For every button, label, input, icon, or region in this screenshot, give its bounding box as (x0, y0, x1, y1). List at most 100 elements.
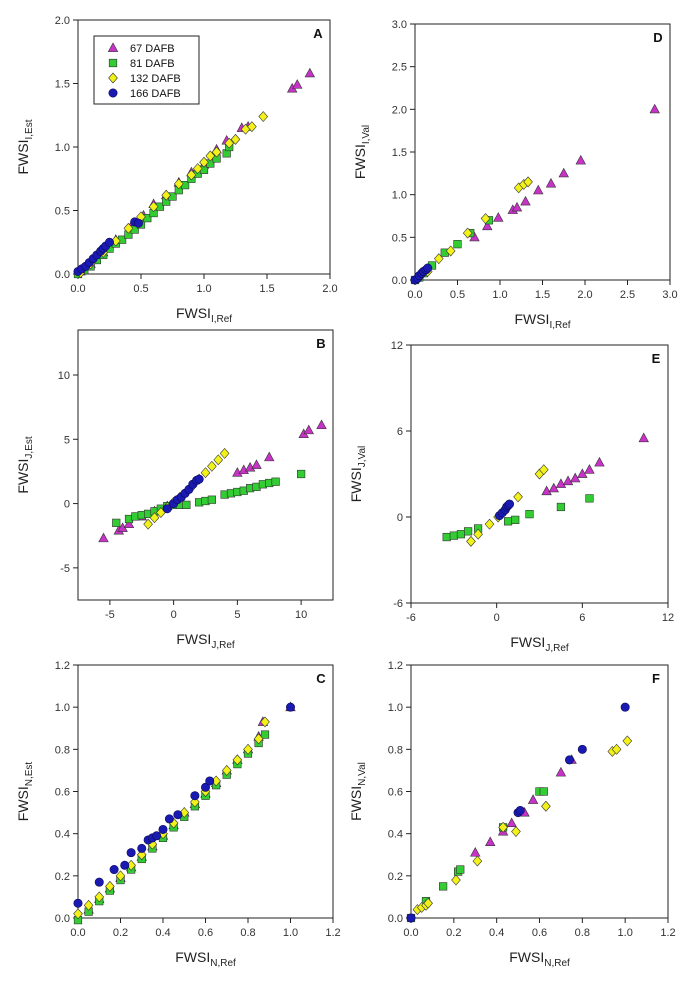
y-axis-label-main: FWSI (15, 140, 31, 175)
y-axis-label-sub: I,Est (24, 119, 35, 139)
data-point (451, 874, 461, 886)
y-tick-label: 6 (397, 426, 403, 438)
y-tick-label: 0.4 (55, 829, 70, 841)
data-point (105, 237, 115, 247)
panel-letter: C (316, 671, 326, 686)
x-tick-label: 0.2 (113, 927, 128, 939)
legend-label: 166 DAFB (130, 88, 181, 100)
legend-marker (107, 42, 119, 52)
data-point (453, 240, 462, 249)
panel-letter: A (313, 26, 323, 41)
series-166-dafb (495, 499, 515, 521)
x-axis-label-sub: J,Ref (211, 640, 235, 651)
series-81-dafb (112, 469, 306, 527)
data-point (94, 891, 105, 903)
y-tick-label: 0.6 (55, 787, 70, 799)
data-point (445, 245, 456, 257)
data-point (152, 831, 162, 841)
data-point (622, 735, 633, 747)
data-point (221, 764, 232, 776)
data-point (126, 848, 136, 858)
x-tick-label: 1.2 (660, 927, 675, 939)
data-point (162, 504, 172, 514)
data-point (94, 877, 104, 887)
legend-label: 132 DAFB (130, 73, 181, 85)
data-point (473, 528, 483, 540)
y-tick-label: 1.5 (55, 79, 70, 91)
data-point (174, 178, 184, 190)
data-point (186, 169, 197, 181)
x-axis-label-main: FWSI (175, 949, 210, 965)
x-tick-label: 0.0 (407, 289, 422, 301)
data-point (611, 743, 622, 755)
data-point (545, 177, 557, 188)
y-tick-label: 0.0 (392, 275, 407, 287)
x-tick-label: 1.2 (325, 927, 340, 939)
data-point (260, 730, 270, 739)
y-tick-label: 0.0 (55, 913, 70, 925)
plot-frame (414, 23, 671, 281)
y-axis-label-main: FWSI (352, 144, 368, 179)
x-axis-label: FWSIJ,Ref (176, 631, 235, 651)
x-tick-label: 0 (171, 609, 177, 621)
x-tick-label: 0.8 (240, 927, 255, 939)
data-point (260, 716, 270, 728)
y-axis-label-sub: N,Val (357, 762, 368, 786)
x-tick-label: 0.0 (70, 283, 85, 295)
y-tick-label: 2.5 (392, 62, 407, 74)
y-axis-label-sub: J,Val (357, 446, 368, 468)
data-point (73, 898, 83, 908)
data-point (182, 500, 191, 509)
data-point (515, 805, 525, 815)
series-132-dafb (414, 176, 533, 283)
data-point (505, 499, 515, 509)
data-point (173, 810, 183, 820)
y-tick-label: 2.0 (55, 15, 70, 27)
data-point (585, 494, 594, 503)
y-tick-label: 12 (391, 340, 403, 352)
x-tick-label: 5 (234, 609, 240, 621)
data-point (484, 518, 495, 530)
data-point (149, 512, 160, 524)
data-point (511, 826, 521, 838)
data-point (482, 220, 493, 231)
data-point (137, 843, 147, 853)
panel-letter: D (653, 30, 662, 45)
data-point (562, 475, 574, 486)
y-tick-label: -6 (393, 598, 403, 610)
y-tick-label: 0.5 (392, 232, 407, 244)
panel-d: 0.0 0.5 1.0 1.5 2.0 2.5 3.0 0.0 0.5 1.0 1.5 2.0 2.5 3… (352, 19, 678, 331)
y-axis-label: FWSII,Est (15, 119, 35, 174)
data-point (219, 447, 230, 459)
panel-c: 0.0 0.2 0.4 0.6 0.8 1.0 1.2 0.0 0.2 0.4 0.6 0.8 1.0 1… (15, 660, 341, 969)
x-tick-label: -5 (105, 609, 115, 621)
data-point (123, 518, 135, 529)
data-point (192, 163, 203, 175)
y-tick-label: 0.8 (55, 744, 70, 756)
x-tick-label: 0 (494, 612, 500, 624)
x-axis-label-sub: N,Ref (210, 958, 236, 969)
data-point (264, 451, 275, 462)
data-point (555, 766, 567, 777)
x-axis-label-sub: I,Ref (549, 320, 570, 331)
data-point (527, 794, 539, 804)
series-67-dafb (469, 103, 660, 242)
data-point (247, 121, 257, 133)
x-tick-label: 0.8 (575, 927, 590, 939)
x-tick-label: 2.0 (577, 289, 592, 301)
y-tick-label: 0.2 (388, 871, 403, 883)
x-tick-label: 0.6 (532, 927, 547, 939)
series-166-dafb (410, 263, 433, 285)
x-tick-label: 1.0 (618, 927, 633, 939)
y-tick-label: -5 (60, 563, 70, 575)
x-tick-label: 1.5 (535, 289, 550, 301)
x-tick-label: 2.0 (322, 283, 337, 295)
data-point (224, 137, 234, 149)
data-point (503, 517, 513, 526)
data-point (513, 491, 523, 503)
legend-marker (108, 58, 118, 68)
y-axis-label: FWSIJ,Est (15, 436, 35, 493)
y-axis-label-sub: I,Val (361, 125, 372, 144)
data-point (251, 459, 262, 469)
data-point (143, 518, 153, 530)
